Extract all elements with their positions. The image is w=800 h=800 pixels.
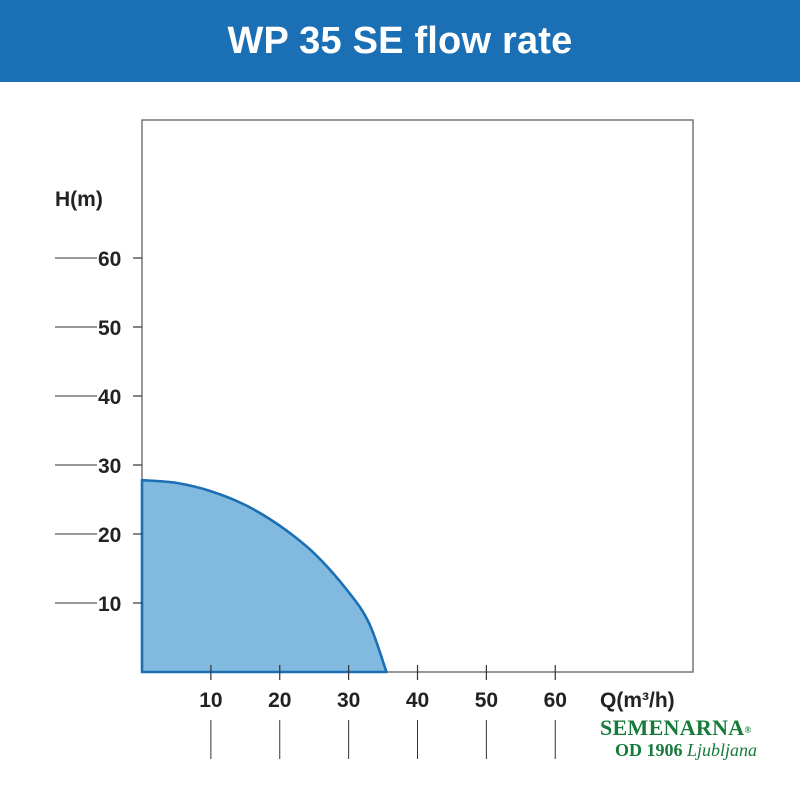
x-tick-label: 30 bbox=[337, 689, 360, 712]
logo-since: OD 1906 bbox=[615, 740, 683, 760]
y-tick-label: 30 bbox=[98, 455, 121, 478]
logo-city: Ljubljana bbox=[687, 740, 758, 760]
x-axis-label: Q(m³/h) bbox=[600, 689, 675, 712]
flow-area-fill bbox=[142, 480, 387, 672]
x-tick-label: 20 bbox=[268, 689, 291, 712]
semenarna-logo: SEMENARNA® OD 1906 Ljubljana bbox=[600, 716, 770, 761]
x-tick-label: 50 bbox=[475, 689, 498, 712]
y-axis-label: H(m) bbox=[55, 188, 103, 211]
chart-title: WP 35 SE flow rate bbox=[227, 19, 573, 62]
x-tick-label: 40 bbox=[406, 689, 429, 712]
logo-name-text: SEMENARNA bbox=[600, 715, 745, 740]
y-tick-label: 60 bbox=[98, 248, 121, 271]
flow-curve-line bbox=[140, 478, 388, 674]
x-tick-label: 60 bbox=[544, 689, 567, 712]
x-tick-label: 10 bbox=[199, 689, 222, 712]
y-tick-label: 10 bbox=[98, 593, 121, 616]
logo-subtitle: OD 1906 Ljubljana bbox=[615, 740, 770, 760]
y-tick-label: 40 bbox=[98, 386, 121, 409]
logo-name: SEMENARNA® bbox=[600, 716, 770, 740]
logo-registered-mark: ® bbox=[744, 725, 752, 735]
y-tick-label: 20 bbox=[98, 524, 121, 547]
y-tick-label: 50 bbox=[98, 317, 121, 340]
title-banner: WP 35 SE flow rate bbox=[0, 0, 800, 82]
